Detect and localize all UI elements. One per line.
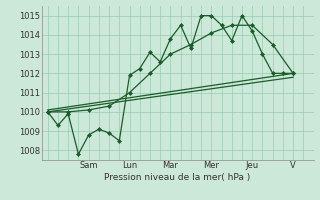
X-axis label: Pression niveau de la mer( hPa ): Pression niveau de la mer( hPa ) <box>104 173 251 182</box>
